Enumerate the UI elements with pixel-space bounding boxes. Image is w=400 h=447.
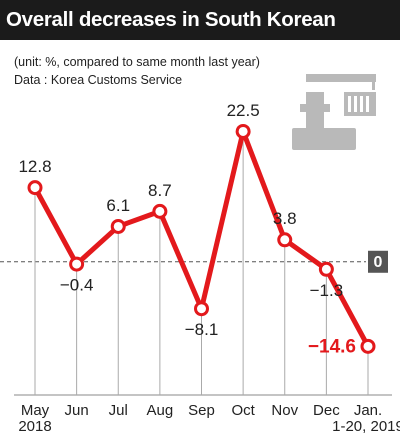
subtitle: (unit: %, compared to same month last ye… <box>14 55 260 69</box>
value-label: −14.6 <box>308 336 356 357</box>
point <box>194 301 209 317</box>
x-tick-label: Oct <box>231 402 255 419</box>
point <box>235 123 251 139</box>
x-tick-label: Jun <box>64 402 89 419</box>
value-label: 12.8 <box>18 157 51 176</box>
x-tick-label: Nov <box>271 402 299 419</box>
point <box>277 232 293 248</box>
source: Data : Korea Customs Service <box>14 73 183 87</box>
value-label: 3.8 <box>273 209 297 228</box>
value-label: 6.1 <box>106 196 130 215</box>
export-icon <box>292 74 376 150</box>
point <box>360 338 376 354</box>
x-tick-label: Aug <box>146 402 174 419</box>
value-label: −8.1 <box>185 320 219 339</box>
x-tick-label: Sep <box>188 402 215 419</box>
x-tick-label: Dec <box>313 402 340 419</box>
x-tick-label: Jul <box>108 402 128 419</box>
x-tick-label: May 2018 <box>18 402 52 435</box>
chart-title: Overall decreases in South Korean export… <box>0 0 400 71</box>
zero-label-box <box>368 250 388 273</box>
point <box>110 218 126 234</box>
point <box>27 180 43 196</box>
y-tick-label: 0 <box>374 254 383 271</box>
x-tick-label: Jan. 1-20, 2019 <box>332 402 400 435</box>
point <box>152 203 168 219</box>
value-label: −0.4 <box>60 276 94 295</box>
value-label: 22.5 <box>227 101 260 120</box>
value-label: −1.3 <box>310 281 344 300</box>
point <box>318 261 334 277</box>
point <box>69 256 85 272</box>
value-label: 8.7 <box>148 181 172 200</box>
